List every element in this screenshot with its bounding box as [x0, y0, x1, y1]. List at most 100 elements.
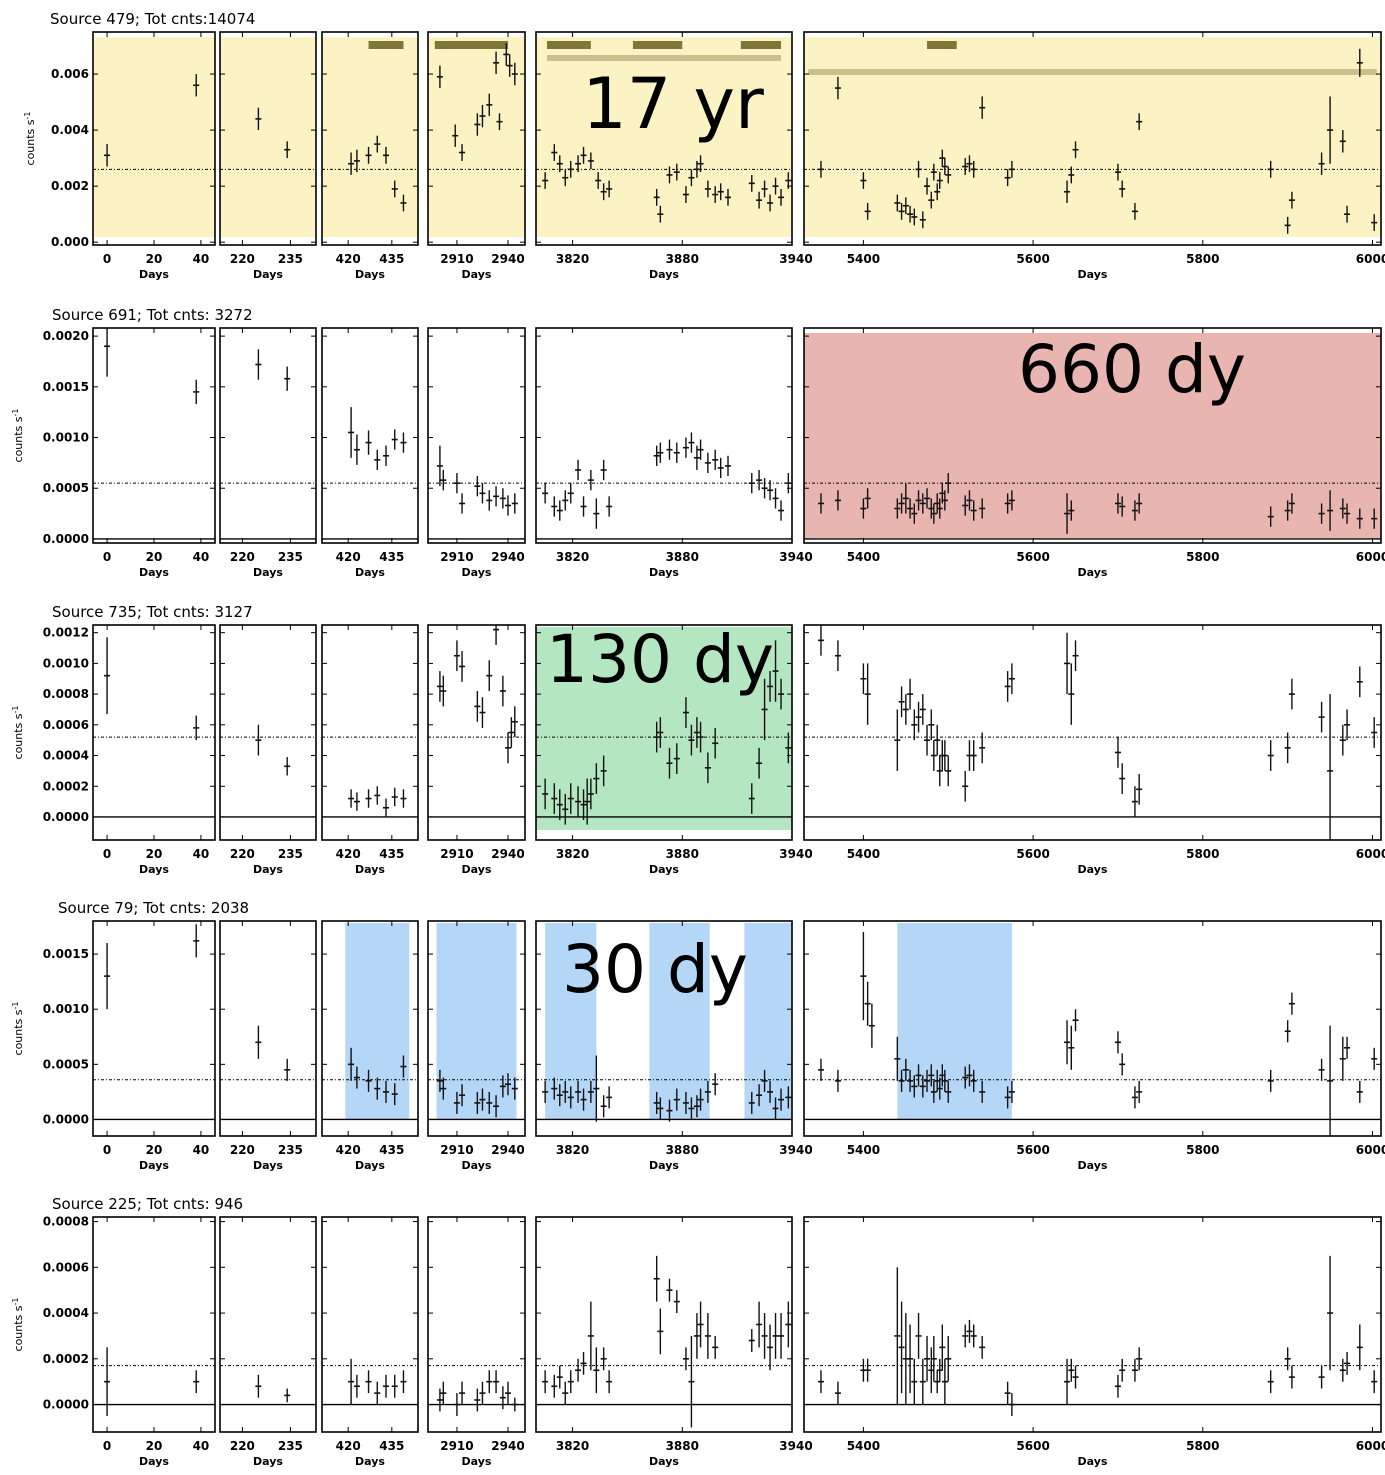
data-point [860, 663, 867, 695]
data-point [542, 778, 549, 810]
data-point [966, 1064, 973, 1087]
data-point [504, 732, 511, 764]
timescale-annotation: 17 yr [582, 63, 764, 145]
data-point [1284, 500, 1291, 521]
data-point [682, 697, 689, 728]
data-point [939, 1324, 946, 1371]
data-point [666, 439, 673, 460]
data-point [657, 205, 664, 223]
data-point [562, 1080, 569, 1103]
data-point [348, 1047, 355, 1081]
data-point [673, 1290, 680, 1314]
data-point [474, 1388, 481, 1412]
y-tick-label: 0.0002 [43, 779, 89, 793]
panel-frame [803, 920, 1382, 1137]
data-point [894, 194, 901, 212]
x-tick-label: 40 [193, 1143, 210, 1157]
source-title: Source 691; Tot cnts: 3272 [52, 306, 253, 324]
data-point [600, 183, 607, 201]
panel: 2910 2940 Days [427, 327, 526, 579]
data-point [657, 1097, 664, 1120]
data-point [1356, 666, 1363, 698]
y-axis-label: counts s-1 [23, 112, 37, 166]
panel: 2910 2940 Days [427, 1216, 526, 1468]
data-point [486, 1091, 493, 1114]
x-tick-label: 3820 [556, 847, 589, 861]
x-axis-label: Days [649, 1455, 679, 1468]
x-tick-label: 0 [103, 1439, 111, 1453]
data-point [911, 1075, 918, 1098]
data-point [587, 152, 594, 170]
data-point [1136, 1347, 1143, 1371]
data-point [353, 434, 360, 465]
source-title: Source 225; Tot cnts: 946 [52, 1195, 243, 1213]
y-axis-label: counts s-1 [11, 706, 25, 760]
panel-frame [535, 624, 793, 841]
data-point [1131, 500, 1138, 521]
data-point [915, 1064, 922, 1087]
data-point [459, 1381, 466, 1405]
data-point [575, 786, 582, 817]
data-point [785, 473, 792, 494]
data-point [374, 1077, 381, 1100]
data-point [606, 1370, 613, 1394]
data-point [453, 640, 460, 672]
x-axis-label: Days [139, 1159, 169, 1172]
x-tick-label: 40 [193, 550, 210, 564]
data-point [562, 1381, 569, 1405]
panel: 3820 3880 3940 Days [535, 920, 813, 1172]
data-point [704, 180, 711, 198]
data-point [688, 1335, 695, 1428]
y-tick-label: 0.0012 [43, 626, 89, 640]
panel-frame [219, 920, 317, 1137]
highlight-region [220, 37, 316, 237]
x-axis-label: Days [139, 268, 169, 281]
data-point [542, 1370, 549, 1394]
data-point [945, 1080, 952, 1103]
data-point [436, 1069, 443, 1092]
data-point [1284, 1347, 1291, 1371]
data-point [1008, 160, 1015, 178]
data-point [962, 158, 969, 175]
highlight-region [536, 37, 792, 237]
x-tick-label: 5600 [1016, 1439, 1049, 1453]
data-point [748, 783, 755, 814]
data-point [704, 752, 711, 784]
x-tick-label: 5800 [1186, 847, 1219, 861]
data-point [962, 1066, 969, 1089]
panel: 420 435 Days [321, 31, 419, 281]
data-point [934, 724, 941, 756]
data-point [104, 328, 111, 377]
data-point [962, 1324, 969, 1348]
data-point [400, 789, 407, 808]
x-tick-label: 40 [193, 847, 210, 861]
data-point [440, 469, 447, 491]
x-axis-label: Days [462, 268, 492, 281]
x-tick-label: 2910 [440, 1439, 473, 1453]
data-point [1119, 1358, 1126, 1382]
data-point [400, 1055, 407, 1078]
data-point [593, 498, 600, 529]
x-tick-label: 6000 [1356, 252, 1385, 266]
panel: 220 235 Days [219, 31, 317, 281]
x-tick-label: 3880 [666, 1143, 699, 1157]
data-point [486, 1370, 493, 1394]
x-tick-label: 235 [278, 1143, 303, 1157]
data-point [506, 54, 513, 77]
data-point [748, 1091, 755, 1114]
observation-bar [546, 55, 782, 61]
data-point [255, 1025, 262, 1059]
y-tick-label: 0.0008 [43, 687, 89, 701]
data-point [567, 1086, 574, 1109]
data-point [1284, 732, 1291, 764]
data-point [1064, 180, 1071, 203]
panel-frame [321, 327, 419, 544]
panel: 220 235 Days [219, 920, 317, 1172]
data-point [391, 1083, 398, 1106]
data-point [391, 429, 398, 450]
data-point [1288, 992, 1295, 1015]
data-point [493, 1370, 500, 1394]
x-tick-label: 420 [336, 1143, 361, 1157]
panel: 0 20 40 Days [92, 1216, 216, 1468]
data-point [979, 1335, 986, 1359]
